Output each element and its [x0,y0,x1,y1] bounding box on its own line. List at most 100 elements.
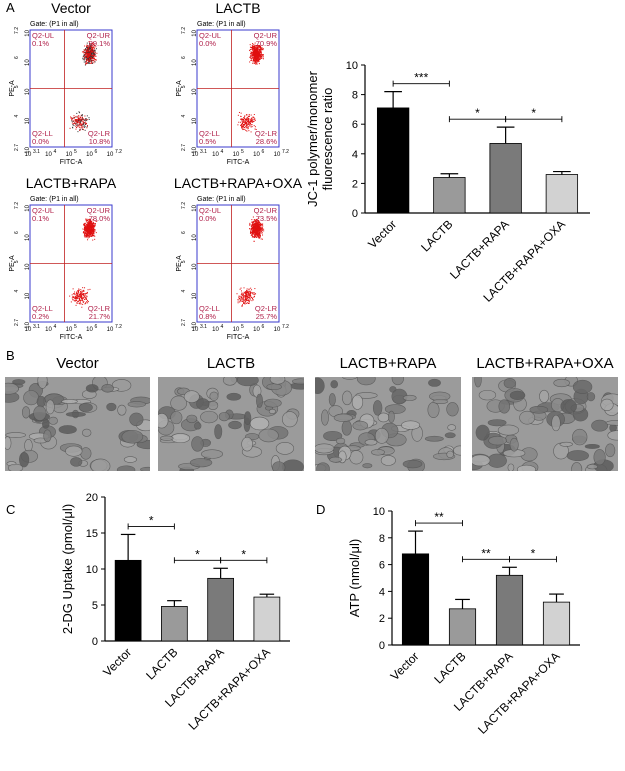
em-image [311,372,466,476]
em-organelle [447,402,459,416]
dot [73,125,74,126]
dot [76,123,77,124]
bar [490,143,522,213]
dot [261,238,262,239]
dot [82,300,83,301]
dot [90,227,91,228]
dot [247,302,248,303]
dot [245,126,246,127]
dot [251,56,252,57]
em-organelle [352,395,363,409]
x-tick-base: 10 [107,152,114,158]
x-tick-exp: 5 [74,324,77,330]
dot [249,303,250,304]
y-tick-exp: 2.7 [181,319,187,326]
dot [242,301,243,302]
y-axis-label: fluorescence ratio [320,88,335,191]
em-organelle [44,430,52,442]
dot [79,112,80,113]
dot [86,221,87,222]
y-tick-base: 10 [192,234,198,241]
dot [239,298,240,299]
dot [261,228,262,229]
dot [258,230,259,231]
y-tick-base: 10 [192,117,198,124]
dot [250,58,251,59]
em-organelle [219,412,229,421]
em-organelle [267,384,282,390]
dot [252,58,253,59]
dot [254,223,255,224]
dot [248,303,249,304]
dot [247,117,248,118]
flow-title: Vector [51,0,91,16]
dot [243,303,244,304]
dot [85,64,86,65]
y-tick-label: 4 [352,149,358,161]
dot [263,229,264,230]
em-organelle [530,406,548,413]
em-organelle [342,420,352,435]
dot [262,226,263,227]
em-organelle [6,432,26,437]
dot [92,226,93,227]
quadrant-value: 0.5% [199,137,216,146]
dot [238,122,239,123]
x-tick-base: 10 [274,152,281,158]
flow-title: LACTB+RAPA+OXA [174,175,303,191]
em-organelle [571,462,581,476]
em-organelle [403,460,422,468]
dot [89,57,90,58]
dot [240,122,241,123]
dot [247,128,248,129]
em-organelle [171,411,182,424]
dot [84,46,85,47]
em-organelle [316,463,329,476]
dot [84,230,85,231]
em-organelle [264,399,281,407]
dot [89,229,90,230]
dot [94,50,95,51]
dot [263,56,264,57]
dot [79,297,80,298]
dot [93,228,94,229]
em-organelle [403,395,416,400]
dot [82,291,83,292]
x-tick-exp: 5 [241,149,244,155]
dot [88,237,89,238]
dot [80,125,81,126]
dot [85,226,86,227]
dot [244,295,245,296]
dot [253,59,254,60]
em-organelle [160,436,173,441]
sig-label: * [531,106,536,120]
em-organelle [196,399,209,410]
em-organelle [244,412,251,425]
em-organelle [330,457,342,462]
dot [84,223,85,224]
dot [251,55,252,56]
dot [73,115,74,116]
dot [92,57,93,58]
y-tick-base: 10 [192,29,198,36]
dot [71,119,72,120]
dot [254,47,255,48]
sig-label: * [531,546,536,560]
dot [71,301,72,302]
dot [254,48,255,49]
x-tick-base: 10 [233,152,240,158]
dot [86,220,87,221]
dot [262,227,263,228]
dot [259,49,260,50]
panel-label: D [316,502,325,517]
dot [250,123,251,124]
dot [249,125,250,126]
dot [86,123,87,124]
dot [248,295,249,296]
y-tick-label: 0 [379,640,385,652]
x-tick-base: 10 [66,152,73,158]
dot [250,299,251,300]
dot [96,48,97,49]
dot [78,296,79,297]
dot [241,298,242,299]
